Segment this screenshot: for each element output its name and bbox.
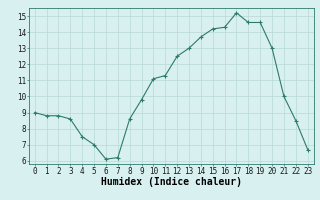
X-axis label: Humidex (Indice chaleur): Humidex (Indice chaleur): [101, 177, 242, 187]
